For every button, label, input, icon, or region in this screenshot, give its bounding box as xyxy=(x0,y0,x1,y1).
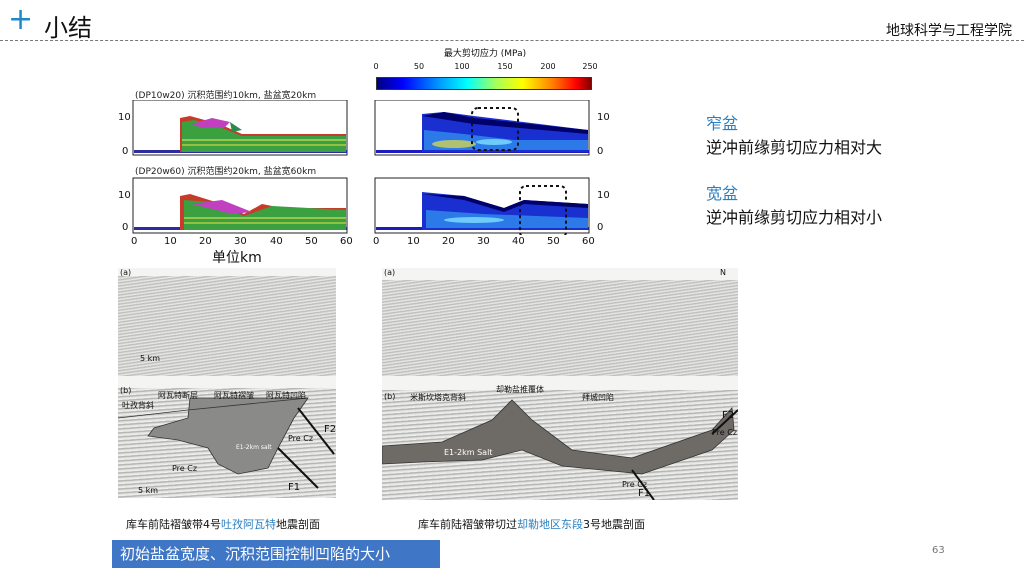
unit-label: 单位km xyxy=(212,250,262,266)
caption-text: 库车前陆褶皱带切过 xyxy=(418,518,517,531)
narrow-basin-text: 逆冲前缘剪切应力相对大 xyxy=(706,138,883,157)
panel-label: (a) xyxy=(384,268,396,277)
y-tick: 0 xyxy=(597,222,604,233)
colorbar-tick: 0 xyxy=(373,62,379,71)
y-tick: 0 xyxy=(122,146,129,157)
seismic-image-a xyxy=(118,276,336,376)
seismic-image-a xyxy=(382,280,738,376)
x-tick: 0 xyxy=(373,236,380,247)
wide-basin-heading: 宽盆 xyxy=(706,184,739,203)
y-tick: 0 xyxy=(597,146,604,157)
header-divider xyxy=(0,40,1024,41)
model-panel-top xyxy=(132,100,348,156)
right-section-caption: 库车前陆褶皱带切过却勒地区东段3号地震剖面 xyxy=(418,516,645,532)
x-tick: 30 xyxy=(477,236,490,247)
seismic-section-right: (a) N (b) 米斯坎塔克背斜 却勒盐推覆体 拜城凹陷 E1-2km Sal… xyxy=(382,268,738,500)
y-tick: 10 xyxy=(597,190,610,201)
x-tick: 20 xyxy=(199,236,212,247)
x-tick: 60 xyxy=(582,236,595,247)
model-caption-bottom: (DP20w60) 沉积范围约20km, 盐盆宽60km xyxy=(135,167,317,177)
colorbar-title: 最大剪切应力 (MPa) xyxy=(443,49,527,59)
x-tick: 0 xyxy=(131,236,138,247)
narrow-basin-heading: 窄盆 xyxy=(706,114,739,133)
x-tick: 10 xyxy=(164,236,177,247)
x-tick: 10 xyxy=(407,236,420,247)
colorbar-ticks: 0 50 100 150 200 250 xyxy=(372,62,598,72)
sediment-model-panels xyxy=(132,100,348,234)
panel-label: (b) xyxy=(384,392,396,401)
scale-label: 5 km xyxy=(138,486,159,495)
panel-label: (a) xyxy=(120,268,132,277)
section-label: 米斯坎塔克背斜 xyxy=(410,393,466,402)
colorbar-tick: 150 xyxy=(497,62,513,71)
y-tick: 0 xyxy=(122,222,129,233)
interpreted-section-left xyxy=(118,397,335,489)
caption-text: 3号地震剖面 xyxy=(583,518,645,531)
stress-model-panels xyxy=(374,100,590,235)
colorbar-tick: 100 xyxy=(454,62,470,71)
x-tick: 60 xyxy=(340,236,353,247)
colorbar-tick: 200 xyxy=(540,62,556,71)
caption-text: 地震剖面 xyxy=(276,518,320,531)
section-label: 却勒盐推覆体 xyxy=(496,385,544,394)
x-tick: 50 xyxy=(305,236,318,247)
fault-label: F2 xyxy=(722,410,735,421)
section-label: E1-2km salt xyxy=(236,444,272,451)
colorbar-tick: 50 xyxy=(413,62,425,71)
page-number: 63 xyxy=(932,545,945,556)
north-label: N xyxy=(720,268,726,277)
section-label: 阿瓦特断层 xyxy=(158,391,198,400)
school-name: 地球科学与工程学院 xyxy=(886,23,1012,39)
fault-label: F1 xyxy=(288,482,301,493)
y-tick: 10 xyxy=(597,112,610,123)
slide-title: 小结 xyxy=(44,14,92,42)
seismic-section-left: (a) 5 km (b) 阿瓦特断层 阿瓦特褶皱 阿瓦特凹陷 吐孜背斜 E1-2… xyxy=(118,268,336,498)
stress-panel-top xyxy=(374,100,590,156)
x-tick: 50 xyxy=(547,236,560,247)
section-label: Pre Cz xyxy=(288,434,314,443)
panel-label: (b) xyxy=(120,386,132,395)
left-section-caption: 库车前陆褶皱带4号吐孜阿瓦特地震剖面 xyxy=(126,516,320,532)
caption-highlight: 却勒地区东段 xyxy=(517,518,583,531)
scale-label: 5 km xyxy=(140,354,161,363)
section-label: 阿瓦特褶皱 xyxy=(214,391,254,400)
interpreted-section-right xyxy=(382,399,738,500)
fault-label: F2 xyxy=(324,424,336,435)
x-tick: 40 xyxy=(512,236,525,247)
section-label: Pre Cz xyxy=(712,428,738,437)
fault-label: F1 xyxy=(638,488,651,499)
section-label: E1-2km Salt xyxy=(444,448,493,457)
stress-panel-bottom xyxy=(374,177,590,235)
highlight-box xyxy=(471,107,519,151)
caption-highlight: 吐孜阿瓦特 xyxy=(221,518,276,531)
section-label: 拜城凹陷 xyxy=(582,393,614,402)
section-label: 阿瓦特凹陷 xyxy=(266,391,306,400)
y-tick: 10 xyxy=(118,190,131,201)
y-tick: 10 xyxy=(118,112,131,123)
section-label: Pre Cz xyxy=(622,480,648,489)
plus-icon: + xyxy=(8,2,34,37)
colorbar-tick: 250 xyxy=(582,62,598,71)
shear-stress-colorbar xyxy=(376,77,592,90)
x-tick: 30 xyxy=(234,236,247,247)
conclusion-banner: 初始盐盆宽度、沉积范围控制凹陷的大小 xyxy=(112,540,440,568)
model-panel-bottom xyxy=(132,177,348,234)
x-tick: 20 xyxy=(442,236,455,247)
model-caption-top: (DP10w20) 沉积范围约10km, 盐盆宽20km xyxy=(135,91,317,101)
section-label: Pre Cz xyxy=(172,464,198,473)
section-label: 吐孜背斜 xyxy=(122,401,154,410)
x-tick: 40 xyxy=(270,236,283,247)
wide-basin-text: 逆冲前缘剪切应力相对小 xyxy=(706,208,883,227)
caption-text: 库车前陆褶皱带4号 xyxy=(126,518,221,531)
